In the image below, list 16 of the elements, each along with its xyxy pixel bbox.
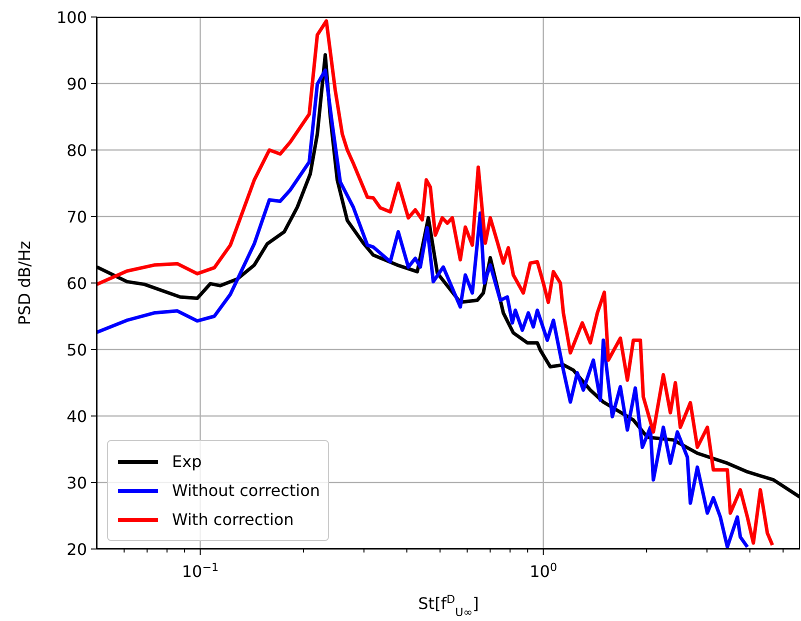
y-tick-label: 60 (66, 274, 87, 293)
y-axis-title: PSD dB/Hz (15, 240, 34, 326)
y-tick-label: 80 (66, 141, 87, 160)
y-tick-label: 90 (66, 74, 87, 94)
y-tick-label: 30 (66, 474, 87, 492)
y-tick-label: 50 (66, 340, 87, 360)
y-tick-label: 70 (66, 208, 87, 226)
x-tick-label: 10$^{0}$ (530, 560, 558, 581)
y-tick-label: 40 (66, 407, 87, 426)
x-axis-title: St[f$^{D}$$_{U∞}$] (418, 592, 479, 618)
legend-label: With correction (172, 510, 294, 529)
legend-label: Without correction (172, 481, 320, 500)
x-tick-label: 10$^{−1}$ (182, 560, 219, 581)
y-tick-label: 20 (66, 540, 87, 559)
y-tick-label: 100 (56, 8, 87, 27)
legend-label: Exp (172, 452, 202, 471)
